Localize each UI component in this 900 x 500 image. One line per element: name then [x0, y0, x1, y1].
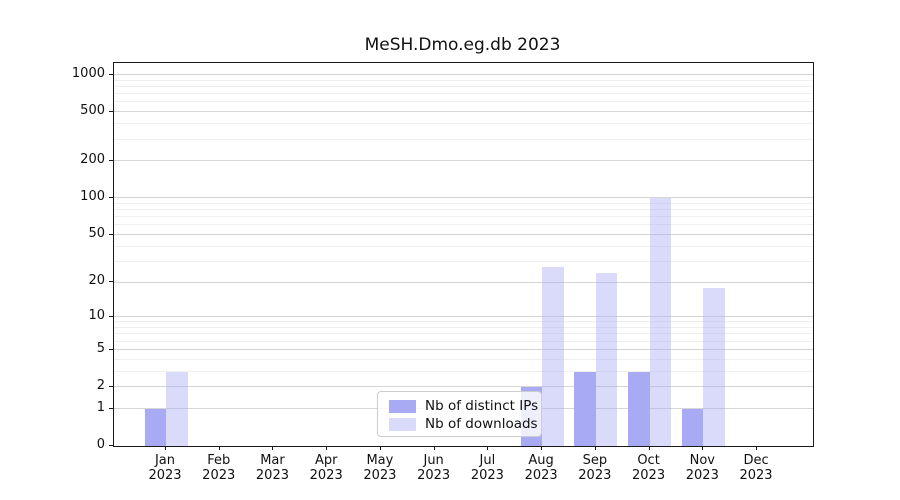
x-tick-label: Jan 2023 [148, 453, 182, 483]
plot-area [113, 62, 814, 447]
y-tick-mark [109, 233, 113, 235]
x-tick-mark [594, 446, 596, 450]
x-tick-mark [648, 446, 650, 450]
y-tick-label: 100 [80, 189, 105, 205]
minor-gridline [114, 245, 813, 247]
major-gridline [114, 348, 813, 350]
x-tick-mark [272, 446, 274, 450]
bar-downloads [703, 287, 725, 446]
legend: Nb of distinct IPs Nb of downloads [377, 391, 542, 437]
x-tick-mark [379, 446, 381, 450]
minor-gridline [114, 85, 813, 87]
bar-distinct-ips [574, 371, 596, 446]
y-tick-mark [109, 386, 113, 387]
x-tick-mark [218, 446, 220, 450]
y-tick-label: 500 [80, 103, 105, 119]
bar-downloads [542, 267, 564, 446]
major-gridline [114, 386, 813, 388]
minor-gridline [114, 216, 813, 218]
y-tick-mark [109, 281, 113, 283]
minor-gridline [114, 138, 813, 140]
y-tick-mark [109, 160, 113, 162]
bar-downloads [649, 198, 672, 446]
y-tick-mark [109, 316, 113, 318]
y-tick-label: 5 [96, 340, 105, 356]
minor-gridline [114, 224, 813, 226]
legend-row-distinct-ips: Nb of distinct IPs [389, 397, 541, 415]
legend-swatch-distinct-ips-icon [389, 399, 416, 413]
minor-gridline [114, 321, 813, 323]
bar-downloads [166, 371, 188, 446]
x-tick-label: Mar 2023 [255, 453, 289, 483]
major-gridline [114, 160, 813, 162]
bar-distinct-ips [681, 408, 704, 446]
y-tick-label: 1000 [71, 65, 105, 81]
y-tick-mark [109, 445, 113, 446]
minor-gridline [114, 101, 813, 103]
bar-distinct-ips [144, 408, 166, 446]
minor-gridline [114, 333, 813, 335]
chart-title: MeSH.Dmo.eg.db 2023 [364, 35, 561, 55]
x-tick-mark [326, 446, 328, 450]
minor-gridline [114, 358, 813, 360]
y-tick-label: 0 [96, 437, 105, 452]
legend-row-downloads: Nb of downloads [389, 415, 541, 433]
x-tick-label: Feb 2023 [202, 453, 236, 483]
minor-gridline [114, 202, 813, 204]
major-gridline [114, 233, 813, 235]
x-tick-mark [487, 446, 489, 450]
x-tick-label: May 2023 [363, 453, 397, 483]
x-tick-mark [702, 446, 704, 450]
minor-gridline [114, 260, 813, 262]
y-tick-mark [109, 73, 113, 75]
y-tick-label: 200 [80, 152, 105, 168]
x-tick-label: Oct 2023 [632, 453, 666, 483]
y-tick-mark [109, 407, 113, 409]
y-tick-mark [109, 197, 113, 199]
major-gridline [114, 316, 813, 318]
x-tick-label: Sep 2023 [578, 453, 612, 483]
x-tick-label: Dec 2023 [739, 453, 773, 483]
minor-gridline [114, 370, 813, 372]
bar-distinct-ips [628, 371, 650, 446]
y-tick-label: 1 [96, 399, 105, 415]
x-tick-label: Jun 2023 [417, 453, 451, 483]
y-tick-label: 2 [96, 378, 105, 393]
minor-gridline [114, 123, 813, 125]
legend-label-distinct-ips: Nb of distinct IPs [425, 398, 539, 414]
minor-gridline [114, 79, 813, 81]
minor-gridline [114, 327, 813, 329]
minor-gridline [114, 93, 813, 95]
major-gridline [114, 73, 813, 75]
legend-label-downloads: Nb of downloads [425, 416, 538, 432]
x-tick-label: Jul 2023 [470, 453, 504, 483]
y-tick-mark [109, 348, 113, 350]
minor-gridline [114, 209, 813, 211]
y-tick-mark [109, 111, 113, 113]
legend-swatch-downloads-icon [389, 417, 416, 431]
major-gridline [114, 281, 813, 283]
x-tick-label: Nov 2023 [685, 453, 719, 483]
y-tick-label: 10 [88, 308, 105, 324]
bar-downloads [595, 273, 618, 446]
major-gridline [114, 111, 813, 113]
x-tick-mark [541, 446, 543, 450]
minor-gridline [114, 340, 813, 342]
x-tick-mark [165, 446, 166, 450]
x-tick-label: Aug 2023 [524, 453, 558, 483]
x-tick-mark [756, 446, 758, 450]
y-tick-label: 20 [88, 273, 105, 289]
x-tick-mark [433, 446, 435, 450]
major-gridline [114, 197, 813, 199]
y-tick-label: 50 [88, 225, 105, 241]
x-tick-label: Apr 2023 [309, 453, 343, 483]
